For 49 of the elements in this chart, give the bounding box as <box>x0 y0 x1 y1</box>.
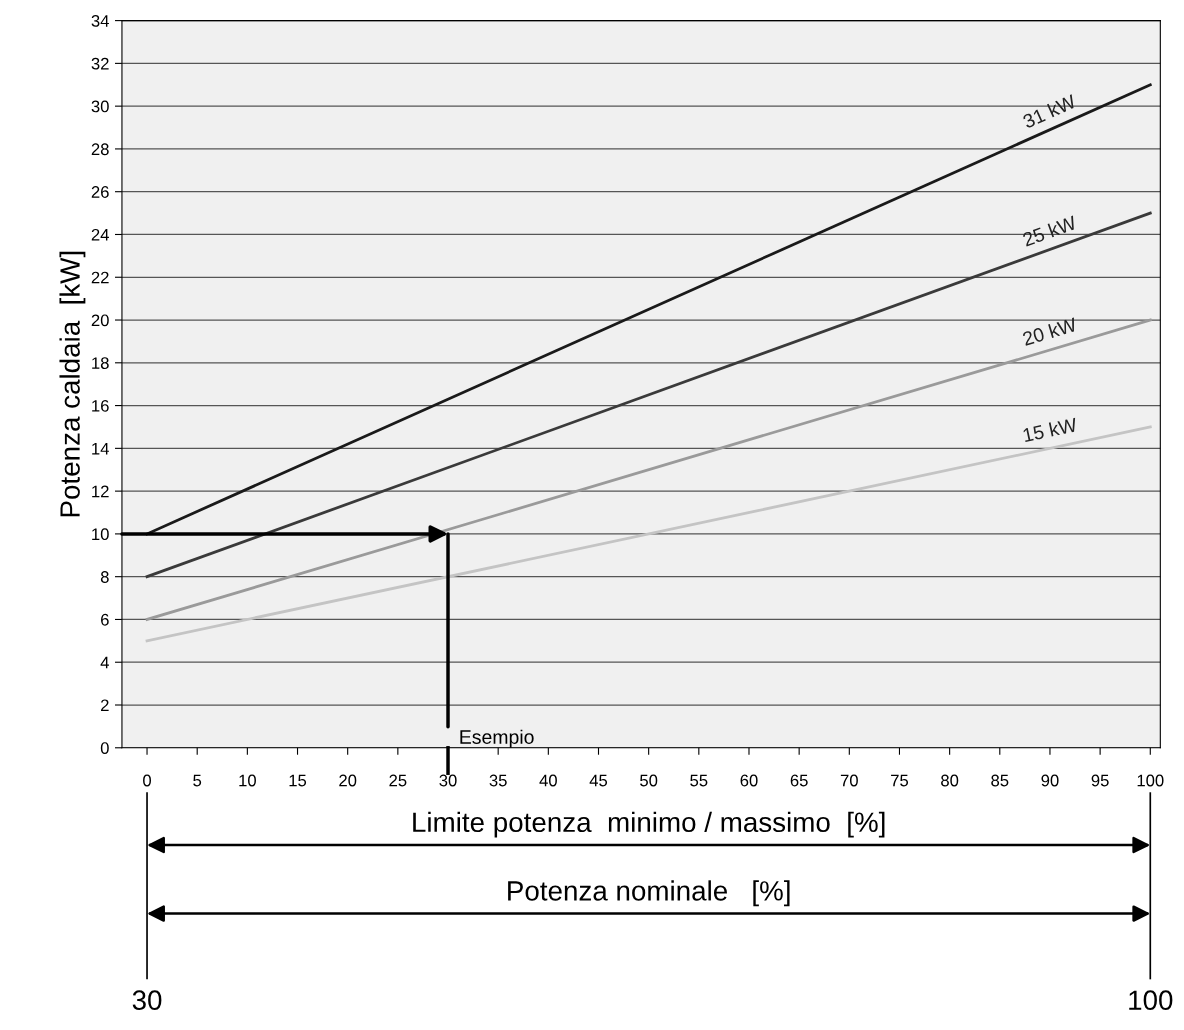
y-tick-label: 14 <box>92 442 109 455</box>
x-tick-label: 55 <box>690 774 708 787</box>
x-tick-label: 0 <box>143 774 152 787</box>
y-tick-label: 30 <box>91 100 109 113</box>
text: 15 kW <box>1022 417 1078 443</box>
x-tick-label: 50 <box>640 774 658 787</box>
y-tick-label: 16 <box>92 399 109 412</box>
x-tick-label: 35 <box>489 774 507 787</box>
x-tick-label: 95 <box>1091 774 1109 787</box>
y-tick-label: 28 <box>91 143 109 156</box>
y-tick-label: 32 <box>91 57 109 70</box>
x-tick-label: 25 <box>389 774 407 787</box>
text: 25 kW <box>1021 214 1078 247</box>
y-tick-label: 6 <box>101 613 109 626</box>
y-tick-label: 18 <box>92 357 109 370</box>
y-tick-label: 0 <box>100 742 109 754</box>
y-axis-title: Potenza caldaia [kW] <box>59 251 86 517</box>
x-tick-label: 20 <box>339 774 357 787</box>
x-tick-label: 65 <box>790 774 808 787</box>
x2-tick-label: 30 <box>132 990 162 1011</box>
y-tick-label: 2 <box>101 699 109 712</box>
x2-axis-title: Potenza nominale [%] <box>508 880 790 907</box>
x-tick-label: 85 <box>991 774 1009 787</box>
x-tick-label: 30 <box>439 774 457 787</box>
y-tick-label: 22 <box>91 271 109 284</box>
x-tick-label: 80 <box>941 774 959 787</box>
x-tick-label: 100 <box>1137 774 1164 787</box>
x-tick-label: 5 <box>193 774 202 787</box>
text: 20 kW <box>1021 316 1078 346</box>
x2-tick-label: 100 <box>1129 990 1173 1011</box>
text: 31 kW <box>1021 93 1078 129</box>
y-tick-label: 12 <box>92 485 109 498</box>
x-axis-title: Limite potenza minimo / massimo [%] <box>413 811 885 838</box>
x-tick-label: 45 <box>589 774 608 787</box>
y-tick-label: 24 <box>91 228 109 241</box>
y-tick-label: 34 <box>91 15 109 27</box>
x-tick-label: 15 <box>289 774 307 787</box>
y-tick-label: 8 <box>100 571 109 583</box>
y-tick-label: 26 <box>91 186 109 198</box>
y-tick-label: 20 <box>91 314 109 327</box>
y-tick-label: 4 <box>100 656 109 669</box>
y-tick-label: 10 <box>92 528 109 541</box>
x-tick-label: 40 <box>539 774 557 787</box>
x-tick-label: 75 <box>891 774 909 787</box>
x-tick-label: 70 <box>840 774 858 787</box>
x-tick-label: 60 <box>740 774 758 787</box>
x-tick-label: 90 <box>1041 774 1059 787</box>
annotation: Esempio <box>460 729 534 748</box>
x-tick-label: 10 <box>239 774 256 787</box>
